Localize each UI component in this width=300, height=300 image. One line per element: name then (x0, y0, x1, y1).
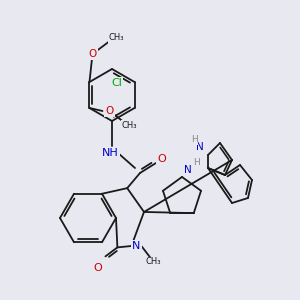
Text: H: H (190, 134, 197, 143)
Text: O: O (93, 263, 102, 273)
Text: N: N (184, 165, 192, 175)
Text: H: H (193, 158, 200, 167)
Text: O: O (88, 49, 97, 59)
Text: CH₃: CH₃ (146, 257, 161, 266)
Text: NH: NH (102, 148, 118, 158)
Text: CH₃: CH₃ (122, 121, 137, 130)
Text: CH₃: CH₃ (109, 34, 124, 43)
Text: N: N (196, 142, 204, 152)
Text: O: O (158, 154, 166, 164)
Text: N: N (132, 241, 141, 251)
Text: O: O (105, 106, 114, 116)
Text: Cl: Cl (111, 78, 122, 88)
